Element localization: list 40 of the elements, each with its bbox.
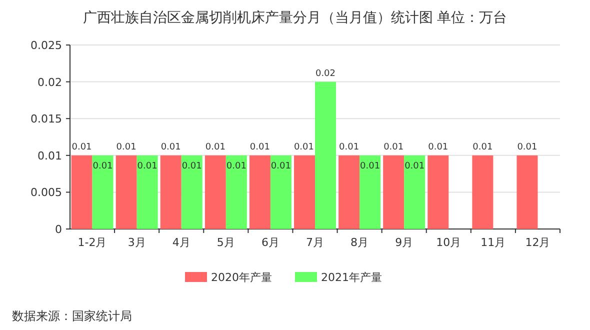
y-tick-label: 0.025 — [30, 39, 62, 52]
data-label: 0.01 — [250, 142, 270, 152]
y-tick-label: 0.015 — [30, 112, 62, 126]
legend-label: 2021年产量 — [321, 271, 382, 284]
y-tick-label: 0.005 — [30, 186, 62, 200]
data-label: 0.02 — [315, 68, 336, 79]
data-label: 0.01 — [137, 161, 158, 172]
x-tick-label: 10月 — [436, 236, 462, 249]
x-tick-label: 11月 — [480, 236, 506, 249]
data-label: 0.01 — [182, 161, 202, 172]
chart-title: 广西壮族自治区金属切削机床产量分月（当月值）统计图 单位：万台 — [82, 10, 508, 26]
data-label: 0.01 — [339, 142, 360, 152]
x-tick-label: 12月 — [525, 236, 550, 249]
data-label: 0.01 — [270, 161, 291, 172]
data-label: 0.01 — [116, 142, 136, 152]
x-tick-label: 5月 — [216, 236, 235, 249]
data-label: 0.01 — [160, 142, 181, 152]
x-tick-label: 4月 — [172, 236, 190, 249]
x-tick-label: 9月 — [395, 236, 414, 249]
data-label: 0.01 — [360, 161, 380, 172]
data-label: 0.01 — [404, 161, 425, 172]
data-label: 0.01 — [72, 142, 92, 152]
data-label: 0.01 — [384, 142, 404, 152]
data-label: 0.01 — [92, 161, 113, 172]
x-tick-label: 3月 — [128, 236, 146, 249]
y-tick-label: 0.01 — [38, 149, 62, 162]
y-tick-label: 0.02 — [38, 76, 62, 89]
y-tick-label: 0 — [55, 223, 62, 236]
data-label: 0.01 — [226, 161, 246, 172]
x-tick-label: 7月 — [306, 236, 324, 249]
x-tick-label: 1-2月 — [78, 236, 107, 249]
data-label: 0.01 — [294, 142, 314, 152]
source-note: 数据来源：国家统计局 — [12, 309, 132, 323]
legend-label: 2020年产量 — [211, 271, 272, 284]
data-label: 0.01 — [517, 142, 538, 152]
data-label: 0.01 — [472, 142, 493, 152]
x-tick-label: 6月 — [261, 236, 280, 249]
data-label: 0.01 — [428, 142, 448, 152]
data-label: 0.01 — [205, 142, 226, 152]
x-tick-label: 8月 — [350, 236, 369, 249]
